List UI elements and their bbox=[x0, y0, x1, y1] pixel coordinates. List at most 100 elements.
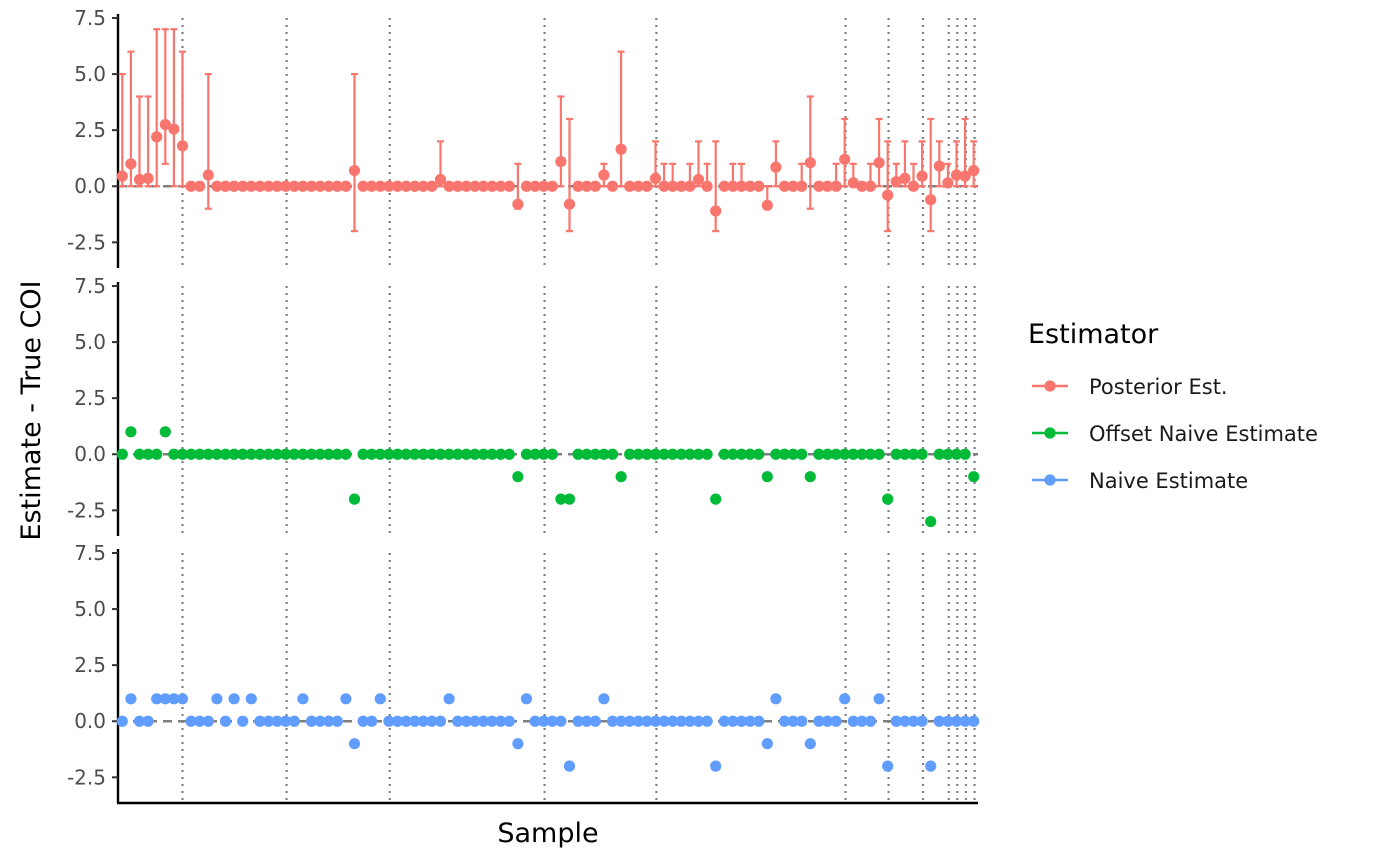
data-point bbox=[641, 180, 653, 192]
y-tick-label: 2.5 bbox=[74, 386, 106, 410]
data-point bbox=[280, 180, 292, 192]
data-point bbox=[357, 448, 369, 460]
y-tick-label: 0.0 bbox=[74, 709, 106, 733]
data-point bbox=[675, 715, 687, 727]
data-point bbox=[133, 448, 146, 460]
data-point bbox=[649, 172, 662, 184]
data-point bbox=[925, 194, 937, 206]
data-point bbox=[606, 180, 619, 192]
data-point bbox=[864, 448, 877, 460]
error-bar bbox=[566, 117, 573, 233]
data-point bbox=[847, 448, 859, 460]
data-point bbox=[219, 180, 232, 192]
data-point bbox=[357, 180, 369, 192]
error-bar bbox=[970, 140, 978, 188]
data-point bbox=[684, 180, 696, 192]
data-point bbox=[383, 180, 395, 192]
data-point bbox=[288, 715, 300, 727]
data-point bbox=[899, 448, 911, 460]
data-point bbox=[624, 715, 636, 727]
data-point bbox=[151, 693, 163, 705]
data-point bbox=[950, 448, 963, 460]
panel-2: -2.5 0.0 2.5 5.0 7.5 bbox=[67, 274, 980, 536]
data-point bbox=[778, 715, 791, 727]
data-point bbox=[288, 180, 300, 192]
data-point bbox=[959, 715, 971, 727]
data-point bbox=[452, 448, 464, 460]
error-bar bbox=[617, 50, 625, 188]
data-point bbox=[718, 715, 730, 727]
data-point bbox=[185, 448, 197, 460]
data-point bbox=[366, 180, 378, 192]
data-point bbox=[305, 448, 318, 460]
data-point bbox=[546, 715, 558, 727]
data-point bbox=[142, 715, 154, 727]
data-point bbox=[477, 715, 490, 727]
data-point bbox=[581, 715, 593, 727]
data-point bbox=[701, 715, 713, 727]
data-point bbox=[727, 180, 739, 192]
data-point bbox=[925, 515, 937, 528]
data-point bbox=[116, 170, 128, 182]
legend-label: Posterior Est. bbox=[1089, 375, 1228, 399]
data-point bbox=[641, 715, 653, 727]
error-bar bbox=[927, 117, 935, 233]
data-point bbox=[168, 123, 180, 135]
data-point bbox=[443, 180, 455, 192]
data-point bbox=[770, 448, 782, 460]
data-point bbox=[348, 164, 361, 177]
y-axis-title: Estimate - True COI bbox=[16, 280, 47, 540]
data-point bbox=[959, 170, 971, 182]
data-point bbox=[185, 180, 197, 192]
data-point bbox=[753, 180, 765, 192]
data-point bbox=[529, 448, 541, 460]
y-tick-label: 2.5 bbox=[74, 118, 106, 142]
data-point bbox=[512, 738, 524, 750]
data-point bbox=[202, 448, 214, 460]
data-point bbox=[813, 180, 825, 192]
data-point bbox=[529, 180, 541, 192]
data-point bbox=[460, 715, 472, 727]
data-point bbox=[813, 715, 825, 727]
data-point bbox=[219, 715, 232, 727]
legend: Estimator Posterior Est. Offset Naive Est… bbox=[1028, 319, 1318, 493]
data-point bbox=[297, 693, 309, 705]
data-point bbox=[692, 448, 705, 460]
data-point bbox=[787, 715, 799, 727]
data-point bbox=[297, 180, 309, 192]
data-point bbox=[615, 471, 627, 483]
data-point bbox=[211, 180, 223, 192]
data-point bbox=[202, 715, 214, 727]
data-point bbox=[331, 715, 343, 727]
data-point bbox=[237, 715, 249, 727]
data-point bbox=[615, 715, 627, 727]
data-point bbox=[434, 173, 447, 186]
data-point bbox=[839, 153, 851, 165]
y-tick-label: 5.0 bbox=[74, 330, 106, 354]
data-point bbox=[899, 715, 911, 727]
error-bar bbox=[841, 117, 849, 188]
data-point bbox=[202, 169, 214, 181]
data-point bbox=[159, 118, 171, 131]
error-bar bbox=[179, 50, 186, 188]
data-point bbox=[770, 161, 782, 173]
data-point bbox=[520, 693, 533, 705]
data-point bbox=[632, 715, 644, 727]
data-point bbox=[572, 715, 584, 727]
data-point bbox=[391, 448, 404, 460]
data-point bbox=[555, 715, 567, 727]
data-point bbox=[950, 169, 963, 181]
data-point bbox=[572, 448, 584, 460]
chart-panels: -2.5 0.0 2.5 5.0 7.5 -2.5 0.0 2.5 5.0 7.5 -2.5 0.0 2… bbox=[67, 6, 980, 805]
data-point bbox=[675, 180, 687, 192]
data-point bbox=[323, 180, 335, 192]
data-point bbox=[942, 715, 954, 727]
data-point bbox=[314, 180, 326, 192]
data-point bbox=[873, 157, 885, 169]
data-point bbox=[787, 448, 799, 460]
data-point bbox=[916, 448, 928, 460]
data-point bbox=[864, 715, 877, 727]
data-point bbox=[968, 164, 980, 177]
data-point bbox=[374, 693, 386, 705]
data-point bbox=[417, 448, 429, 460]
